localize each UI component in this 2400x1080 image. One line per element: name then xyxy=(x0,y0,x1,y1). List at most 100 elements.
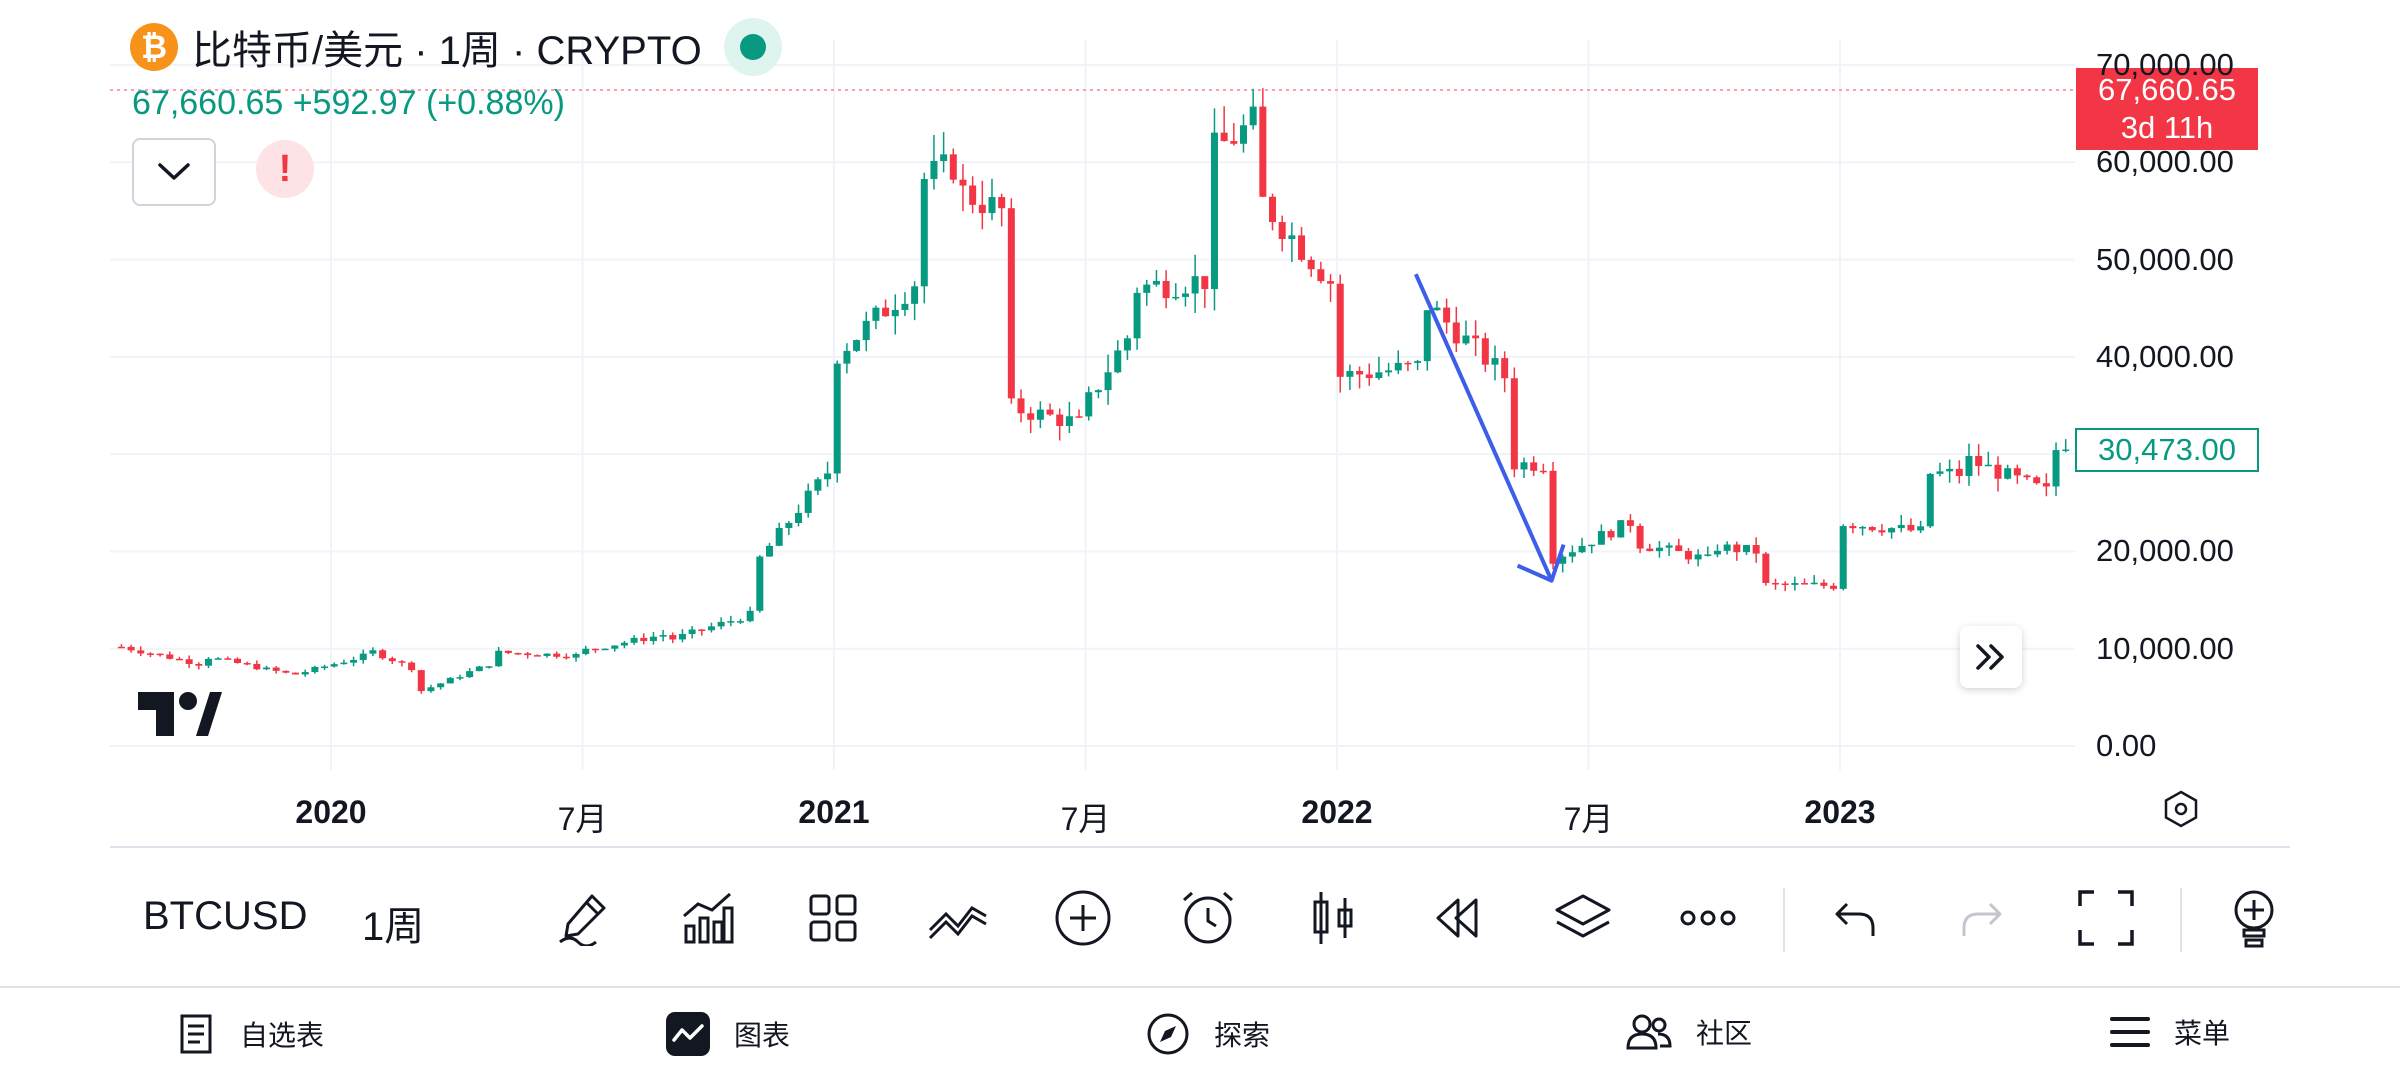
candle-body xyxy=(1878,530,1886,533)
candle-body xyxy=(736,621,744,623)
market-open-dot xyxy=(739,34,766,60)
add-button[interactable] xyxy=(1047,882,1119,954)
candle-body xyxy=(911,286,919,304)
layouts-button[interactable] xyxy=(797,882,869,954)
arrow-line[interactable] xyxy=(1414,273,1554,582)
candle-body xyxy=(1046,409,1054,415)
candle-body xyxy=(1365,374,1373,379)
double-chevron-right-icon xyxy=(1976,644,2004,670)
publish-idea-button[interactable] xyxy=(2218,882,2290,954)
candle-body xyxy=(746,610,754,622)
candle-body xyxy=(1327,281,1335,284)
candle-body xyxy=(1172,296,1180,299)
chart-type-button[interactable] xyxy=(922,882,994,954)
time-axis-label: 7月 xyxy=(1060,801,1111,837)
candle-body xyxy=(2013,468,2021,476)
nav-item-menu[interactable]: 菜单 xyxy=(2110,1012,2230,1052)
candle-body xyxy=(195,663,203,666)
alerts-button[interactable] xyxy=(1172,882,1244,954)
candle-body xyxy=(466,671,474,678)
nav-label-menu: 菜单 xyxy=(2174,1018,2231,1049)
candle-body xyxy=(456,677,464,679)
current-price-value: 67,660.65 xyxy=(2098,72,2236,107)
candle-body xyxy=(1239,125,1247,144)
candle-body xyxy=(969,185,977,205)
candle-body xyxy=(949,154,957,180)
toolbar-symbol[interactable]: BTCUSD xyxy=(143,894,308,938)
candle-body xyxy=(1191,276,1199,294)
candle-body xyxy=(814,479,822,491)
candle-body xyxy=(388,658,396,662)
price-axis-label: 40,000.00 xyxy=(2096,338,2234,374)
candle-body xyxy=(243,662,251,665)
replay-button[interactable] xyxy=(1422,882,1494,954)
drawing-tools-button[interactable] xyxy=(548,882,620,954)
candle-body xyxy=(1617,520,1625,538)
candle-body xyxy=(1510,378,1518,470)
candle-body xyxy=(1626,520,1634,526)
candle-body xyxy=(301,672,309,675)
price-chart[interactable] xyxy=(0,0,2400,850)
candle-body xyxy=(1801,583,1809,585)
candle-body xyxy=(1443,307,1451,323)
price-axis-label: 20,000.00 xyxy=(2096,533,2234,569)
scroll-to-realtime-button[interactable] xyxy=(1960,626,2022,688)
candle-body xyxy=(340,662,348,665)
candle-body xyxy=(1104,372,1112,391)
watchlist-icon xyxy=(180,1014,212,1054)
candle-body xyxy=(1655,547,1663,552)
candle-body xyxy=(766,545,774,557)
candle-body xyxy=(572,653,580,658)
candle-body xyxy=(1607,531,1615,538)
chart-area[interactable]: ₿ 比特币/美元 · 1周 · CRYPTO 67,660.65 +592.97… xyxy=(0,0,2400,850)
candle-body xyxy=(669,635,677,640)
candle-body xyxy=(727,621,735,623)
fullscreen-icon xyxy=(2078,890,2134,946)
candle-body xyxy=(843,350,851,364)
candle-body xyxy=(1085,392,1093,417)
undo-button[interactable] xyxy=(1820,882,1892,954)
more-button[interactable] xyxy=(1672,882,1744,954)
candle-body xyxy=(1752,545,1760,554)
symbol-title[interactable]: 比特币/美元 · 1周 · CRYPTO xyxy=(192,29,702,73)
chart-type-icon xyxy=(928,906,987,940)
candle-body xyxy=(756,556,764,611)
nav-item-watchlist[interactable]: 自选表 xyxy=(176,1012,324,1056)
fullscreen-button[interactable] xyxy=(2070,882,2142,954)
warning-icon[interactable]: ! xyxy=(256,140,314,198)
price-axis-label: 10,000.00 xyxy=(2096,630,2234,666)
candle-body xyxy=(1907,524,1915,531)
candle-body xyxy=(1065,416,1073,427)
candle-body xyxy=(272,667,280,671)
nav-item-community[interactable]: 社区 xyxy=(1626,1012,1752,1052)
nav-item-chart[interactable]: 图表 xyxy=(666,1012,790,1056)
price-marker-tag: 30,473.00 xyxy=(2075,428,2259,472)
chart-settings-icon[interactable] xyxy=(2162,790,2200,828)
indicators-button[interactable] xyxy=(672,882,744,954)
candle-body xyxy=(1036,409,1044,420)
candle-body xyxy=(1994,464,2002,479)
drawing-arrow[interactable] xyxy=(1414,273,1566,583)
candle-body xyxy=(1762,553,1770,583)
toolbar-interval[interactable]: 1周 xyxy=(362,905,425,949)
candle-body xyxy=(1230,141,1238,144)
redo-button[interactable] xyxy=(1945,882,2017,954)
candle-body xyxy=(1356,370,1364,375)
candle-body xyxy=(1433,307,1441,311)
candle-body xyxy=(311,666,319,673)
candle-body xyxy=(2004,468,2012,479)
symbol-header[interactable]: ₿ 比特币/美元 · 1周 · CRYPTO xyxy=(130,18,782,76)
candle-body xyxy=(1742,545,1750,553)
candle-style-button[interactable] xyxy=(1297,882,1369,954)
object-tree-button[interactable] xyxy=(1547,882,1619,954)
candle-body xyxy=(1452,322,1460,344)
chart-nav-icon xyxy=(666,1012,710,1056)
nav-item-explore[interactable]: 探索 xyxy=(1146,1012,1270,1056)
price-axis-label: 60,000.00 xyxy=(2096,144,2234,180)
market-status-icon[interactable] xyxy=(723,18,782,76)
candle-body xyxy=(1820,582,1828,586)
candle-body xyxy=(1539,470,1547,473)
candle-body xyxy=(350,659,358,663)
candle-body xyxy=(1414,361,1422,363)
collapse-legend-button[interactable] xyxy=(132,138,216,206)
